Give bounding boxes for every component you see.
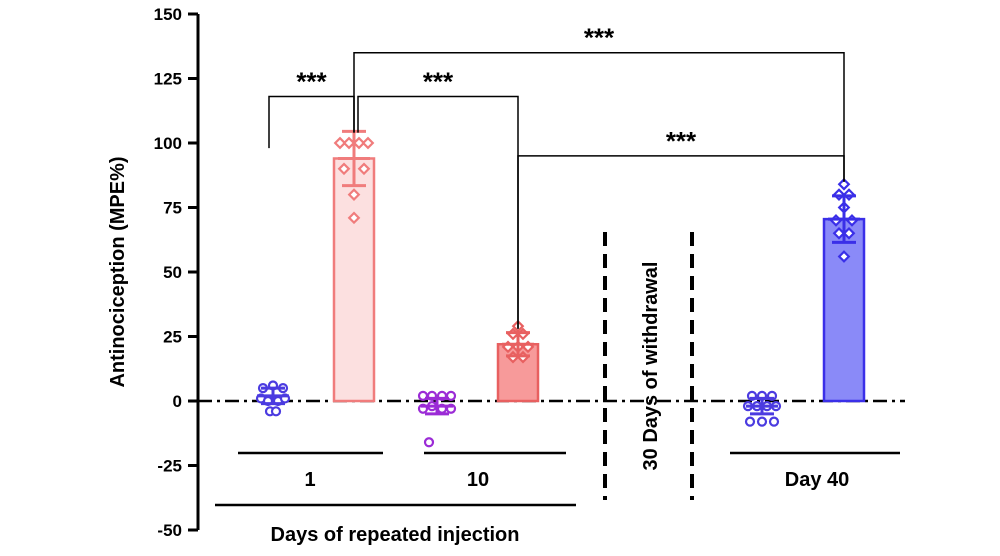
data-point	[337, 162, 351, 176]
withdrawal-label: 30 Days of withdrawal	[640, 262, 662, 471]
group-label-day-40: Day 40	[785, 469, 850, 491]
significance-label: ***	[423, 67, 454, 97]
data-point	[756, 416, 768, 427]
data-point	[744, 416, 756, 427]
group-label-day-1: 1	[304, 469, 315, 491]
x-axis-title: Days of repeated injection	[271, 524, 520, 546]
group-label-day-10: 10	[467, 469, 489, 491]
significance-bracket	[357, 95, 519, 329]
data-point	[333, 136, 347, 150]
data-point	[423, 437, 435, 448]
data-point	[832, 226, 846, 240]
y-tick-label: 50	[163, 263, 182, 282]
y-tick-label: -50	[157, 521, 182, 540]
y-tick-label: 25	[163, 328, 182, 347]
data-point	[837, 250, 851, 263]
significance-bracket	[353, 51, 845, 182]
significance-brackets: *** *** *** ***	[268, 23, 845, 329]
y-axis-title: Antinociception (MPE%)	[107, 156, 129, 387]
significance-label: ***	[584, 23, 615, 53]
significance-label: ***	[296, 67, 327, 97]
data-point	[842, 226, 856, 240]
error-bars	[257, 129, 860, 416]
y-tick-label: 75	[163, 199, 182, 218]
y-tick-label: 100	[154, 134, 182, 153]
data-point	[347, 188, 361, 201]
y-axis: -50 -25 0 25 50 75 100 125 150	[154, 5, 200, 540]
data-point	[837, 177, 851, 191]
group-lines	[215, 451, 900, 507]
significance-label: ***	[666, 126, 697, 156]
data-point	[361, 136, 375, 150]
data-point	[347, 211, 361, 225]
y-tick-label: 150	[154, 5, 182, 24]
bar	[822, 217, 866, 403]
data-point	[270, 406, 282, 417]
data-point	[352, 136, 366, 150]
y-tick-label: 125	[154, 70, 182, 89]
y-tick-label: 0	[173, 392, 182, 411]
y-tick-label: -25	[157, 457, 182, 476]
significance-bracket	[517, 155, 845, 329]
data-point	[342, 136, 356, 150]
withdrawal-marker	[603, 232, 694, 500]
bars	[332, 157, 866, 403]
data-point	[357, 162, 371, 176]
data-point	[768, 416, 780, 427]
